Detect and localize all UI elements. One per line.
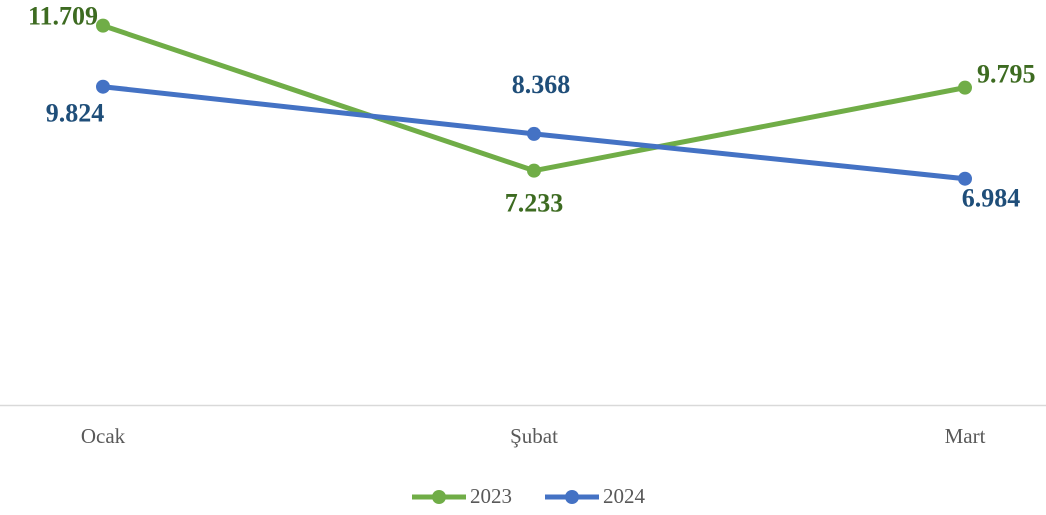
point-marker	[96, 79, 110, 94]
value-label: 9.795	[977, 60, 1036, 89]
value-label: 11.709	[28, 2, 98, 31]
point-marker	[958, 171, 972, 186]
value-label: 8.368	[512, 70, 571, 99]
legend-marker	[432, 490, 446, 504]
x-tick-label: Şubat	[510, 424, 558, 448]
x-tick-label: Ocak	[81, 424, 126, 448]
value-label: 6.984	[962, 184, 1021, 213]
x-tick-label: Mart	[945, 424, 986, 448]
legend-label: 2024	[603, 484, 646, 508]
value-label: 9.824	[46, 99, 105, 128]
point-marker	[958, 80, 972, 95]
point-marker	[527, 126, 541, 141]
legend-label: 2023	[470, 484, 512, 508]
legend-marker	[565, 490, 579, 504]
point-marker	[96, 18, 110, 33]
point-marker	[527, 163, 541, 178]
value-label: 7.233	[505, 189, 564, 218]
